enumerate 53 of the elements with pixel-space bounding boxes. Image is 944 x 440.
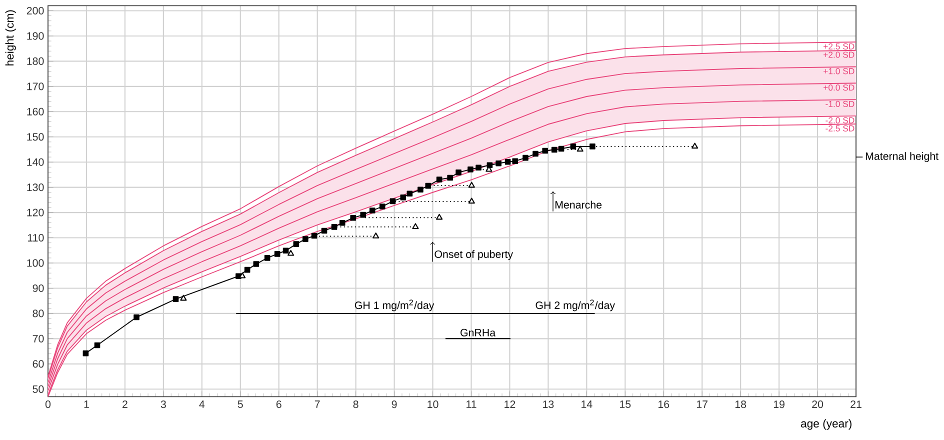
y-tick-label: 80 — [32, 310, 44, 318]
x-tick-label: 8 — [353, 400, 358, 408]
y-tick-label: 150 — [27, 133, 44, 141]
y-tick-label: 100 — [27, 259, 44, 267]
y-tick-label: 110 — [28, 234, 44, 242]
x-axis-title: age (year) — [801, 419, 852, 430]
series-label: -2.0 SD — [826, 117, 854, 124]
series-label: +0.0 SD — [824, 84, 854, 91]
x-tick-label: 7 — [314, 400, 320, 408]
y-tick-label: 50 — [32, 385, 44, 393]
y-tick-label: 160 — [27, 108, 44, 116]
y-tick-label: 140 — [27, 158, 44, 166]
x-tick-label: 13 — [543, 400, 554, 408]
y-tick-label: 200 — [26, 6, 44, 15]
y-axis-title: height (cm) — [5, 10, 16, 66]
series-label: +2.0 SD — [824, 52, 854, 58]
x-tick-label: 14 — [582, 400, 592, 408]
y-tick-label: 190 — [27, 32, 44, 40]
x-tick-label: 4 — [199, 400, 205, 408]
y-tick-label: 120 — [27, 208, 44, 216]
x-tick-label: 11 — [466, 400, 476, 408]
x-tick-label: 15 — [620, 400, 631, 408]
y-tick-label: 60 — [32, 360, 44, 368]
annotation: GH 2 mg/m$^{2}$/day — [536, 300, 616, 312]
x-tick-label: 21 — [850, 400, 862, 408]
ref-line-label: Maternal height — [866, 152, 938, 162]
x-tick-label: 18 — [735, 400, 746, 408]
x-tick-label: 6 — [276, 400, 282, 408]
x-tick-label: 17 — [696, 400, 708, 408]
x-tick-label: 3 — [160, 400, 166, 408]
x-tick-label: 1 — [84, 400, 89, 408]
annotation: Menarche — [555, 200, 602, 209]
x-tick-label: 5 — [238, 400, 243, 408]
series-label: +2.5 SD — [824, 43, 854, 50]
x-tick-label: 9 — [392, 400, 397, 408]
y-tick-label: 180 — [27, 57, 44, 65]
annotation: Onset of puberty — [434, 250, 514, 260]
y-tick-label: 90 — [32, 284, 44, 292]
series-label: -1.0 SD — [826, 100, 854, 108]
x-tick-label: 16 — [658, 400, 670, 408]
y-tick-label: 170 — [27, 82, 44, 90]
x-tick-label: 19 — [774, 400, 784, 408]
x-tick-label: 0 — [45, 400, 51, 408]
x-tick-label: 10 — [428, 400, 438, 408]
series-label: +1.0 SD — [824, 68, 854, 74]
annotation: GnRHa — [460, 328, 496, 336]
x-tick-label: 12 — [504, 400, 516, 408]
x-tick-label: 2 — [122, 400, 128, 408]
x-tick-label: 20 — [812, 400, 824, 408]
y-tick-label: 130 — [27, 184, 44, 192]
series-label: -2.5 SD — [826, 125, 854, 132]
annotation: GH 1 mg/m$^{2}$/day — [354, 300, 434, 312]
y-tick-label: 70 — [32, 334, 44, 342]
